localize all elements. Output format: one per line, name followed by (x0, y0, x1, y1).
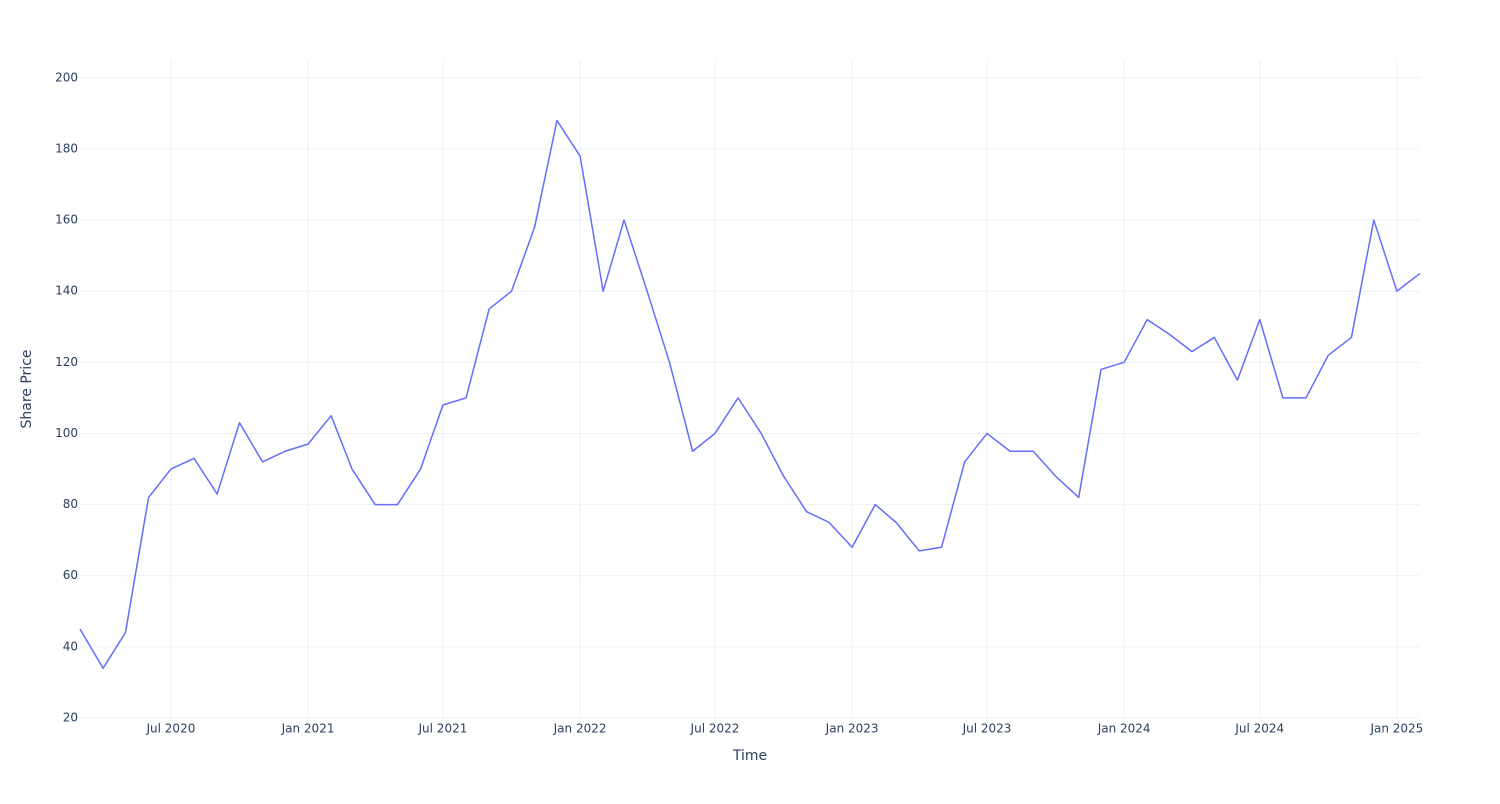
x-tick-label: Jan 2021 (281, 722, 335, 736)
x-tick-label: Jul 2024 (1234, 722, 1284, 736)
y-tick-label: 40 (63, 639, 78, 653)
y-tick-label: 100 (55, 426, 78, 440)
y-tick-label: 20 (63, 711, 78, 725)
x-axis-title: Time (732, 748, 767, 764)
x-tick-label: Jul 2020 (146, 722, 196, 736)
y-tick-label: 180 (55, 141, 78, 155)
y-tick-label: 120 (55, 355, 78, 369)
x-tick-label: Jan 2025 (1369, 722, 1423, 736)
line (79, 119, 1421, 669)
y-tick-label: 160 (55, 213, 78, 227)
x-tick-label: Jul 2022 (690, 722, 740, 736)
x-tick-label: Jan 2024 (1097, 722, 1151, 736)
y-tick-label: 200 (55, 70, 78, 84)
x-tick-label: Jul 2021 (418, 722, 468, 736)
y-tick-label: 60 (63, 568, 78, 582)
y-tick-label: 140 (55, 284, 78, 298)
x-tick-label: Jan 2022 (553, 722, 607, 736)
x-tick-label: Jul 2023 (962, 722, 1012, 736)
x-tick-label: Jan 2023 (825, 722, 879, 736)
y-tick-label: 80 (63, 497, 78, 511)
y-axis-title: Share Price (19, 349, 35, 428)
